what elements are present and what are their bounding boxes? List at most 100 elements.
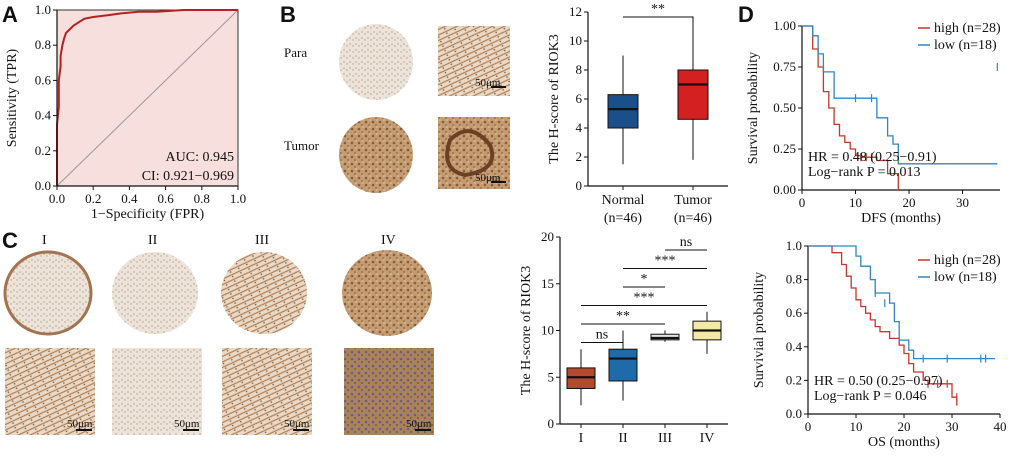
zoom-image-grade-i bbox=[5, 348, 95, 435]
grade-label-iv: IV bbox=[381, 233, 396, 248]
km-annotation: HR = 0.50 (0.25−0.97) bbox=[814, 374, 943, 389]
y-tick-label: 15 bbox=[541, 276, 554, 291]
x-tick-label: 10 bbox=[849, 195, 862, 210]
km-os-chart: 0.0 0.2 0.4 0.6 0.8 1.0 0 10 20 30 40 high (n=28) lo… bbox=[752, 238, 1007, 450]
tumor-gland-shape bbox=[445, 129, 495, 178]
y-tick-label: 8 bbox=[576, 62, 583, 77]
x-tick-label: 30 bbox=[946, 419, 959, 434]
tma-core-grade-i bbox=[5, 252, 91, 334]
y-tick-label: 0.8 bbox=[786, 272, 802, 287]
x-tick-label: 0.0 bbox=[49, 191, 65, 206]
roc-chart: 0.0 0.2 0.4 0.6 0.8 1.0 0.0 0.2 0.4 0.6 0.8 1.0 1−Sp… bbox=[5, 2, 246, 222]
boxplot-normal-vs-tumor: 0 2 4 6 8 10 12 Normal (n=46) Tumor (n=46) ** The H-… bbox=[547, 2, 728, 226]
x-tick-label: II bbox=[618, 431, 628, 446]
zoom-image-tumor bbox=[438, 117, 510, 189]
panel-b-micrographs: Para Tumor 50μm 50μm bbox=[284, 24, 510, 193]
km-dfs-chart: 0.00 0.25 0.50 0.75 1.00 0 10 20 30 high (n=28) lo… bbox=[746, 18, 1001, 226]
y-tick-label: 0.8 bbox=[35, 37, 51, 52]
x-tick-sublabel: (n=46) bbox=[604, 211, 643, 226]
x-axis-label: 1−Specificity (FPR) bbox=[91, 207, 205, 222]
y-tick-label: 4 bbox=[576, 120, 583, 135]
grade-label-ii: II bbox=[148, 233, 158, 248]
x-tick-label: Tumor bbox=[674, 193, 712, 208]
significance-label: *** bbox=[634, 291, 655, 306]
row-label-tumor: Tumor bbox=[284, 138, 320, 153]
tma-core-rim bbox=[3, 250, 93, 336]
y-tick-label: 0.0 bbox=[35, 178, 51, 193]
zoom-image-para bbox=[438, 26, 510, 96]
y-tick-label: 0.2 bbox=[786, 372, 802, 387]
significance-label: ns bbox=[596, 328, 608, 343]
legend-label: high (n=28) bbox=[934, 21, 1001, 36]
x-tick-label: IV bbox=[700, 431, 715, 446]
zoom-image-grade-iii bbox=[222, 348, 312, 435]
y-tick-label: 1.0 bbox=[786, 238, 802, 253]
y-tick-label: 1.00 bbox=[773, 18, 796, 33]
y-tick-label: 0.0 bbox=[786, 406, 802, 421]
y-axis-label: Survival probability bbox=[746, 52, 761, 164]
scale-text: 50μm bbox=[475, 77, 501, 89]
tma-core-tumor bbox=[339, 117, 413, 193]
box-normal bbox=[607, 94, 639, 129]
y-tick-label: 20 bbox=[541, 229, 554, 244]
y-tick-label: 5 bbox=[548, 369, 555, 384]
scale-text: 50μm bbox=[284, 418, 310, 430]
scale-text: 50μm bbox=[406, 418, 432, 430]
km-curve-low bbox=[802, 25, 998, 165]
x-tick-label: 40 bbox=[994, 419, 1007, 434]
x-tick-label: 0 bbox=[805, 419, 812, 434]
x-tick-label: 1.0 bbox=[230, 191, 246, 206]
y-tick-label: 0.75 bbox=[773, 59, 796, 74]
y-axis-label: The H-score of RIOK3 bbox=[547, 34, 562, 163]
y-tick-label: 1.0 bbox=[35, 2, 51, 17]
legend-label: low (n=18) bbox=[934, 38, 997, 53]
zoom-image-grade-iv bbox=[344, 348, 434, 435]
significance-label: * bbox=[641, 272, 648, 287]
km-annotation: HR = 0.48 (0.25−0.91) bbox=[808, 150, 937, 165]
x-tick-label: Normal bbox=[602, 193, 645, 208]
y-tick-label: 0.6 bbox=[786, 305, 803, 320]
y-axis-label: Survivial probability bbox=[752, 272, 767, 388]
x-tick-label: 0 bbox=[799, 195, 806, 210]
panel-c-micrographs: I II III IV 50μm 50μm 50μm 50μm bbox=[3, 233, 434, 435]
x-axis-label: OS (months) bbox=[868, 435, 940, 450]
y-tick-label: 10 bbox=[569, 33, 582, 48]
panel-label-b: B bbox=[280, 2, 296, 27]
scale-text: 50μm bbox=[174, 418, 200, 430]
km-annotation: Log−rank P = 0.013 bbox=[808, 165, 921, 180]
significance-label: ** bbox=[651, 2, 665, 17]
legend-label: low (n=18) bbox=[934, 270, 997, 285]
panel-label-d: D bbox=[738, 2, 754, 27]
km-curve-low bbox=[808, 245, 996, 360]
y-tick-label: 0 bbox=[548, 416, 555, 431]
zoom-image-grade-ii bbox=[112, 348, 202, 435]
grade-label-iii: III bbox=[255, 233, 269, 248]
x-tick-label: III bbox=[658, 431, 672, 446]
diagonal-reference bbox=[56, 9, 239, 187]
y-tick-label: 0.50 bbox=[773, 100, 796, 115]
x-tick-label: 30 bbox=[956, 195, 969, 210]
significance-label: ** bbox=[616, 309, 630, 324]
y-tick-label: 0.25 bbox=[773, 141, 796, 156]
tma-core-grade-ii bbox=[112, 252, 198, 334]
box-tumor bbox=[677, 69, 709, 120]
y-axis-label: The H-score of RIOK3 bbox=[519, 266, 534, 395]
km-annotation: Log−rank P = 0.046 bbox=[814, 389, 927, 404]
y-tick-label: 0 bbox=[576, 178, 583, 193]
x-tick-label: 10 bbox=[850, 419, 863, 434]
legend-label: high (n=28) bbox=[934, 253, 1001, 268]
tma-core-para bbox=[339, 24, 413, 100]
tma-core-grade-iii bbox=[221, 252, 307, 334]
km-curve-high bbox=[808, 245, 958, 406]
x-tick-label: I bbox=[579, 431, 584, 446]
y-tick-label: 0.6 bbox=[35, 72, 52, 87]
y-tick-label: 0.2 bbox=[35, 143, 51, 158]
tma-core-grade-iv bbox=[342, 250, 432, 336]
significance-label: *** bbox=[655, 254, 676, 269]
grade-label-i: I bbox=[42, 233, 47, 248]
row-label-para: Para bbox=[284, 45, 307, 60]
x-tick-label: 0.2 bbox=[85, 191, 101, 206]
y-tick-label: 12 bbox=[569, 4, 582, 19]
